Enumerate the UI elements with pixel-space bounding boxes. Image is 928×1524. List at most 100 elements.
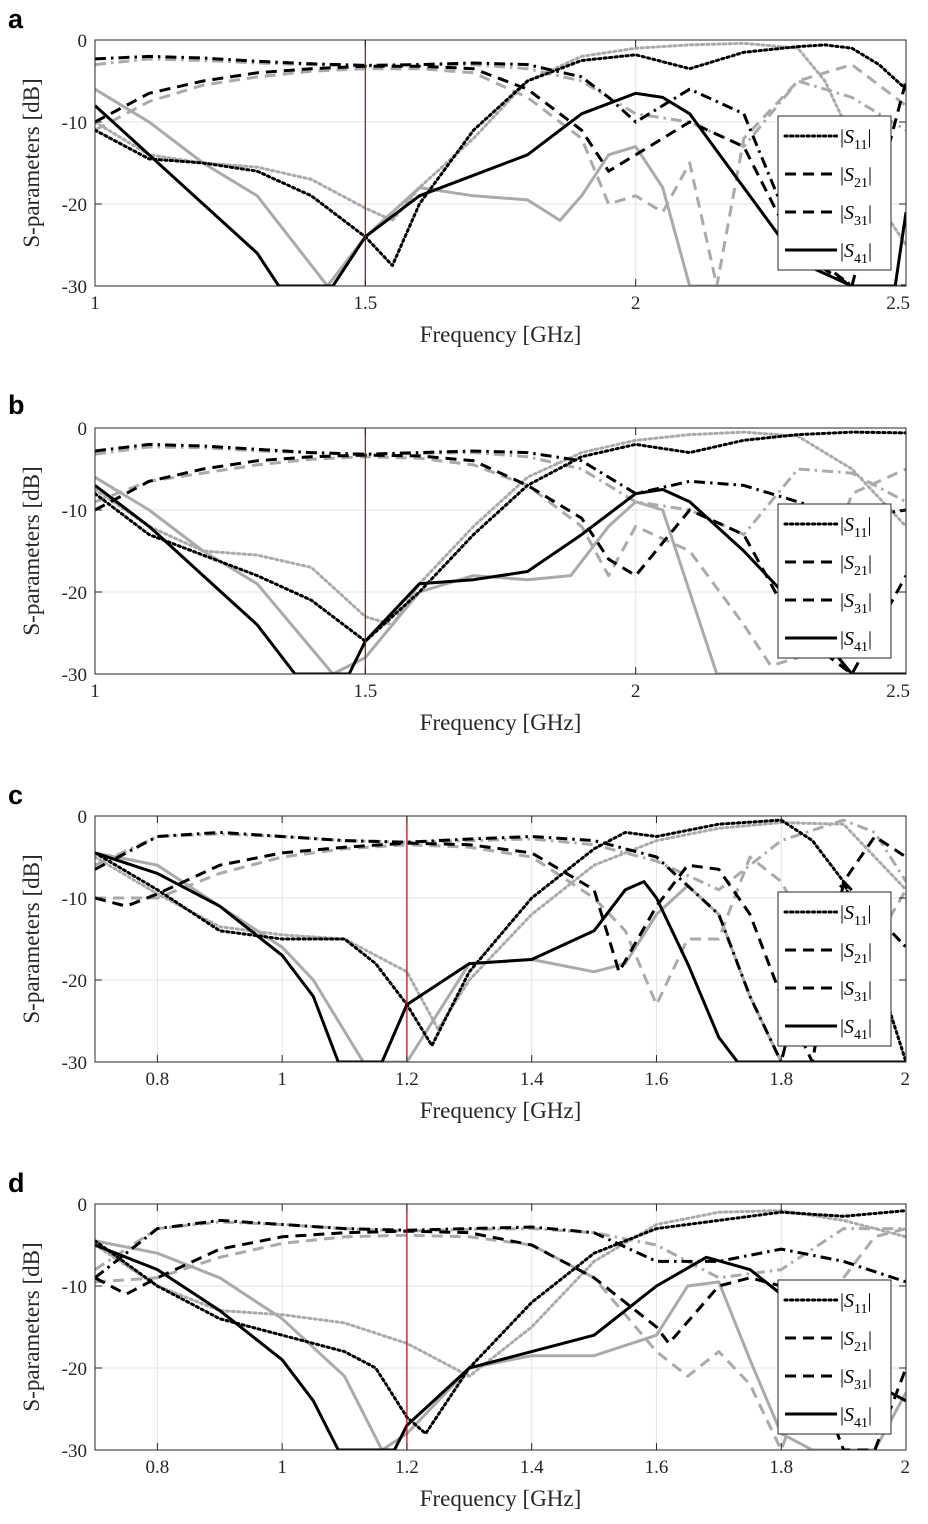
legend-entry-label: |S31| [840,202,872,229]
y-tick-label: -30 [62,665,87,686]
series-line-s11-grey [95,430,906,627]
x-tick-label: 1.8 [769,1069,793,1090]
y-axis-label: S-parameters [dB] [19,854,44,1023]
y-tick-label: -20 [62,195,87,216]
series-line-s11-black [95,818,906,1062]
x-tick-label: 1.5 [353,681,377,702]
series-line-s11-grey [95,821,906,1031]
y-axis-label: S-parameters [dB] [19,466,44,635]
panel-letter: c [8,780,23,810]
x-tick-label: 0.8 [146,1457,170,1478]
x-tick-label: 1 [277,1069,287,1090]
legend-box [777,115,892,271]
series-group [95,430,906,674]
legend-entry-label: |S41| [840,628,872,655]
series-line-s21-grey [95,57,906,149]
x-tick-label: 2.5 [886,681,910,702]
y-tick-label: -10 [62,889,87,910]
legend-entry-label: |S11| [840,1290,872,1317]
legend-entry-label: |S21| [840,1328,872,1355]
series-line-s21-black [95,442,906,520]
x-axis-label: Frequency [GHz] [420,322,582,347]
legend-box [777,891,892,1047]
series-line-s41-grey [95,1239,906,1450]
legend: |S11| |S21| |S31| |S41| [777,891,892,1047]
legend-entry-label: |S41| [840,1016,872,1043]
series-line-s31-black [95,835,906,1062]
legend-entry-label: |S31| [840,978,872,1005]
legend-entry-label: |S21| [840,552,872,579]
series-group [95,818,906,1062]
legend: |S11| |S21| |S31| |S41| [777,1279,892,1435]
legend-entry-label: |S41| [840,240,872,267]
series-line-s11-black [95,430,906,643]
x-axis-label: Frequency [GHz] [420,1486,582,1511]
x-tick-label: 1.2 [395,1457,419,1478]
y-tick-label: -20 [62,971,87,992]
legend: |S11| |S21| |S31| |S41| [777,503,892,659]
series-line-s21-grey [95,818,906,892]
x-axis-label: Frequency [GHz] [420,1098,582,1123]
y-tick-label: -30 [62,277,87,298]
x-tick-label: 1.6 [645,1069,669,1090]
legend: |S11| |S21| |S31| |S41| [777,115,892,271]
y-tick-label: -30 [62,1441,87,1462]
series-line-s11-black [95,43,906,267]
series-line-s21-grey [95,445,906,537]
series-line-s31-grey [95,843,906,1007]
series-line-s31-grey [95,63,906,286]
series-line-s31-grey [95,455,906,668]
y-tick-label: -20 [62,583,87,604]
series-line-s41-grey [95,87,906,286]
series-line-s41-black [95,851,906,1062]
x-tick-label: 2 [901,1457,911,1478]
legend-entry-label: |S21| [840,940,872,967]
chart-panel-b: b 1 1.5 2 2.5 0 -10 -20 -30 Frequency [GHz] S-para… [8,390,910,735]
axes-box [94,815,907,1063]
legend-entry-label: |S11| [840,514,872,541]
x-tick-label: 1.6 [645,1457,669,1478]
x-tick-label: 1.5 [353,293,377,314]
series-line-s31-black [95,64,906,286]
series-line-s21-black [95,54,906,286]
y-tick-label: -30 [62,1053,87,1074]
x-tick-label: 2 [631,293,641,314]
series-line-s41-black [95,484,906,674]
series-line-s41-grey [95,475,906,674]
x-axis-label: Frequency [GHz] [420,710,582,735]
series-line-s31-black [95,453,906,674]
x-tick-label: 1 [90,293,100,314]
y-tick-label: -20 [62,1359,87,1380]
chart-panel-d: d 0.8 1 1.2 1.4 1.6 1.8 2 0 -10 -20 -30 Frequency [G… [8,1168,910,1511]
y-tick-label: 0 [78,807,88,828]
chart-panel-a: a 1 1.5 2 2.5 0 -10 -20 -30 Frequency [GHz] S-para… [8,4,910,347]
legend-box [777,503,892,659]
y-tick-label: -10 [62,501,87,522]
panel-letter: b [8,390,25,420]
x-tick-label: 1 [90,681,100,702]
x-tick-label: 2.5 [886,293,910,314]
y-tick-label: 0 [78,31,88,52]
legend-entry-label: |S41| [840,1404,872,1431]
y-axis-label: S-parameters [dB] [19,78,44,247]
axes-box [94,427,907,675]
chart-panel-c: c 0.8 1 1.2 1.4 1.6 1.8 2 0 -10 -20 -30 Frequency [G… [8,780,910,1123]
plot-area [95,816,906,1062]
axes-box [94,1203,907,1451]
legend-entry-label: |S11| [840,126,872,153]
x-tick-label: 1.4 [520,1457,544,1478]
y-tick-label: -10 [62,113,87,134]
series-line-s11-black [95,1209,906,1436]
series-line-s21-grey [95,1220,906,1280]
x-tick-label: 1.2 [395,1069,419,1090]
axes-box [94,39,907,287]
x-tick-label: 2 [631,681,641,702]
y-axis-label: S-parameters [dB] [19,1242,44,1411]
y-tick-label: 0 [78,419,88,440]
legend-entry-label: |S21| [840,164,872,191]
plot-area [95,428,906,674]
y-tick-label: 0 [78,1195,88,1216]
series-line-s21-black [95,830,906,1062]
panel-letter: d [8,1168,25,1198]
series-line-s21-black [95,1218,906,1284]
